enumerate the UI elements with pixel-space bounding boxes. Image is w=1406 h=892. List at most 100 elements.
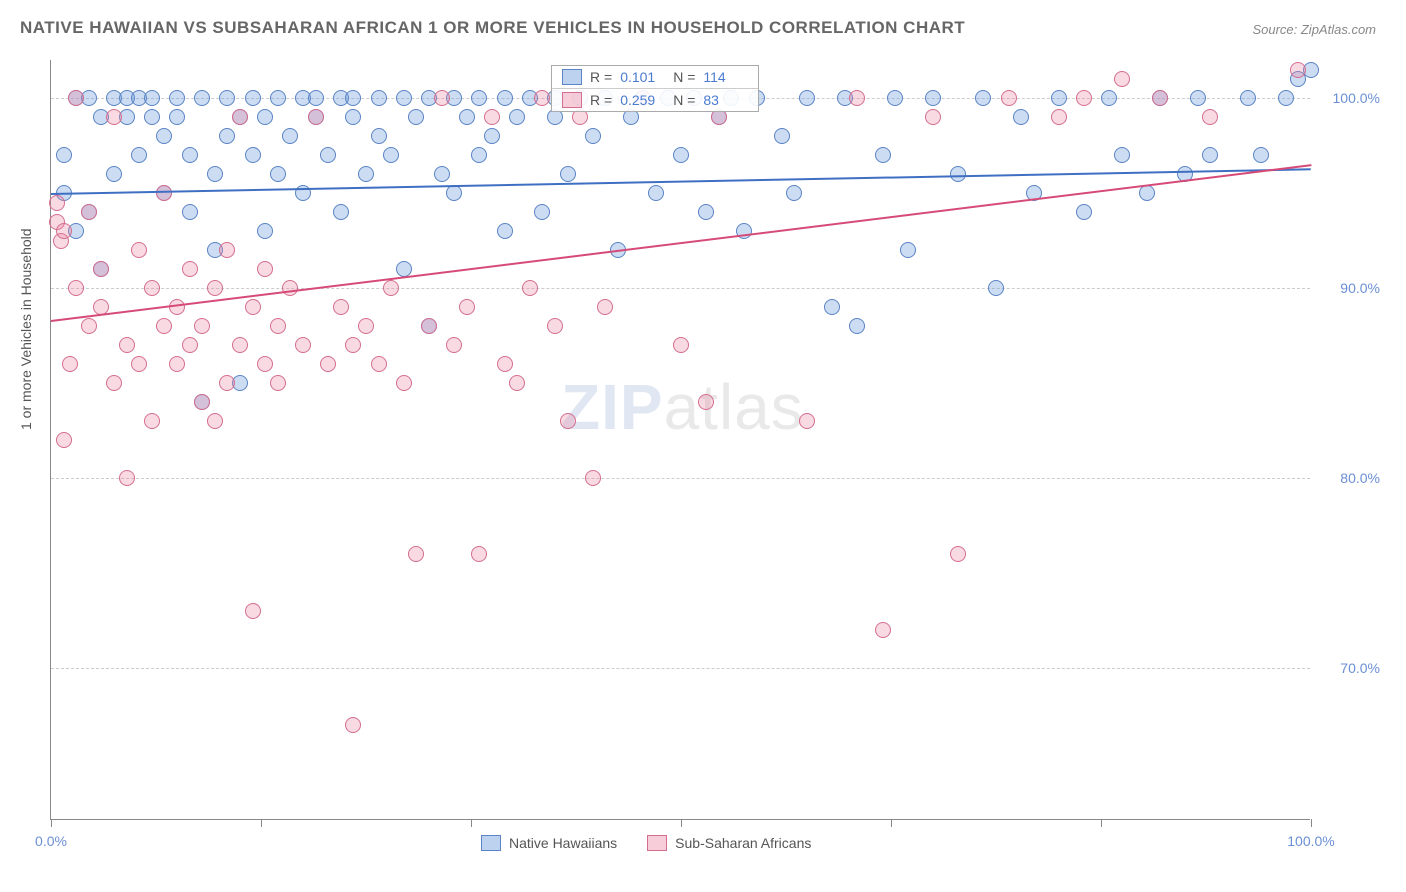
data-point-series1 bbox=[459, 299, 475, 315]
data-point-series0 bbox=[434, 166, 450, 182]
r-label: R = bbox=[590, 69, 612, 85]
y-tick-label: 90.0% bbox=[1320, 280, 1380, 296]
plot-area: 70.0%80.0%90.0%100.0%0.0%100.0%ZIPatlasR… bbox=[50, 60, 1310, 820]
r-value: 0.259 bbox=[620, 92, 665, 108]
data-point-series0 bbox=[333, 204, 349, 220]
grid-line bbox=[51, 668, 1310, 669]
data-point-series1 bbox=[270, 375, 286, 391]
data-point-series1 bbox=[408, 546, 424, 562]
data-point-series1 bbox=[245, 603, 261, 619]
legend-swatch bbox=[647, 835, 667, 851]
y-axis-label: 1 or more Vehicles in Household bbox=[18, 228, 34, 430]
data-point-series0 bbox=[270, 90, 286, 106]
x-tick bbox=[261, 819, 262, 827]
data-point-series0 bbox=[887, 90, 903, 106]
data-point-series0 bbox=[106, 166, 122, 182]
data-point-series1 bbox=[1001, 90, 1017, 106]
data-point-series1 bbox=[131, 242, 147, 258]
x-tick bbox=[51, 819, 52, 827]
data-point-series0 bbox=[194, 90, 210, 106]
data-point-series0 bbox=[786, 185, 802, 201]
data-point-series0 bbox=[358, 166, 374, 182]
data-point-series0 bbox=[774, 128, 790, 144]
data-point-series1 bbox=[295, 337, 311, 353]
data-point-series1 bbox=[371, 356, 387, 372]
data-point-series1 bbox=[547, 318, 563, 334]
data-point-series0 bbox=[497, 90, 513, 106]
x-tick bbox=[1101, 819, 1102, 827]
data-point-series0 bbox=[900, 242, 916, 258]
data-point-series1 bbox=[522, 280, 538, 296]
x-tick bbox=[471, 819, 472, 827]
data-point-series0 bbox=[156, 128, 172, 144]
data-point-series1 bbox=[144, 413, 160, 429]
data-point-series0 bbox=[308, 90, 324, 106]
data-point-series1 bbox=[62, 356, 78, 372]
data-point-series0 bbox=[182, 147, 198, 163]
y-tick-label: 80.0% bbox=[1320, 470, 1380, 486]
data-point-series1 bbox=[81, 204, 97, 220]
grid-line bbox=[51, 288, 1310, 289]
data-point-series0 bbox=[925, 90, 941, 106]
data-point-series1 bbox=[446, 337, 462, 353]
data-point-series0 bbox=[534, 204, 550, 220]
data-point-series0 bbox=[383, 147, 399, 163]
data-point-series1 bbox=[1114, 71, 1130, 87]
data-point-series0 bbox=[207, 166, 223, 182]
data-point-series1 bbox=[232, 109, 248, 125]
stats-row: R =0.101N =114 bbox=[552, 66, 758, 89]
data-point-series1 bbox=[497, 356, 513, 372]
data-point-series0 bbox=[396, 90, 412, 106]
data-point-series1 bbox=[1202, 109, 1218, 125]
data-point-series0 bbox=[408, 109, 424, 125]
data-point-series1 bbox=[673, 337, 689, 353]
data-point-series1 bbox=[799, 413, 815, 429]
data-point-series1 bbox=[308, 109, 324, 125]
legend-swatch bbox=[481, 835, 501, 851]
grid-line bbox=[51, 478, 1310, 479]
legend-label: Sub-Saharan Africans bbox=[675, 835, 811, 851]
data-point-series0 bbox=[371, 90, 387, 106]
data-point-series0 bbox=[169, 109, 185, 125]
data-point-series0 bbox=[1240, 90, 1256, 106]
data-point-series1 bbox=[358, 318, 374, 334]
source-label: Source: ZipAtlas.com bbox=[1252, 22, 1376, 37]
data-point-series0 bbox=[824, 299, 840, 315]
data-point-series1 bbox=[207, 280, 223, 296]
data-point-series0 bbox=[975, 90, 991, 106]
data-point-series1 bbox=[182, 337, 198, 353]
data-point-series0 bbox=[585, 128, 601, 144]
data-point-series1 bbox=[194, 318, 210, 334]
data-point-series0 bbox=[56, 147, 72, 163]
data-point-series1 bbox=[56, 223, 72, 239]
data-point-series1 bbox=[434, 90, 450, 106]
stats-legend: R =0.101N =114R =0.259N = 83 bbox=[551, 65, 759, 112]
data-point-series1 bbox=[68, 90, 84, 106]
data-point-series0 bbox=[257, 109, 273, 125]
data-point-series0 bbox=[1253, 147, 1269, 163]
data-point-series1 bbox=[484, 109, 500, 125]
data-point-series1 bbox=[194, 394, 210, 410]
chart-title: NATIVE HAWAIIAN VS SUBSAHARAN AFRICAN 1 … bbox=[20, 18, 965, 38]
data-point-series0 bbox=[270, 166, 286, 182]
data-point-series0 bbox=[245, 147, 261, 163]
data-point-series0 bbox=[219, 128, 235, 144]
trend-line-series1 bbox=[51, 165, 1311, 323]
n-value: 83 bbox=[703, 92, 748, 108]
data-point-series0 bbox=[1190, 90, 1206, 106]
data-point-series0 bbox=[950, 166, 966, 182]
r-value: 0.101 bbox=[620, 69, 665, 85]
data-point-series0 bbox=[673, 147, 689, 163]
bottom-legend: Native HawaiiansSub-Saharan Africans bbox=[481, 835, 811, 851]
data-point-series1 bbox=[131, 356, 147, 372]
data-point-series1 bbox=[81, 318, 97, 334]
data-point-series1 bbox=[585, 470, 601, 486]
data-point-series0 bbox=[560, 166, 576, 182]
x-tick bbox=[1311, 819, 1312, 827]
data-point-series0 bbox=[471, 90, 487, 106]
data-point-series0 bbox=[648, 185, 664, 201]
data-point-series1 bbox=[383, 280, 399, 296]
data-point-series1 bbox=[471, 546, 487, 562]
data-point-series0 bbox=[144, 109, 160, 125]
data-point-series1 bbox=[106, 375, 122, 391]
